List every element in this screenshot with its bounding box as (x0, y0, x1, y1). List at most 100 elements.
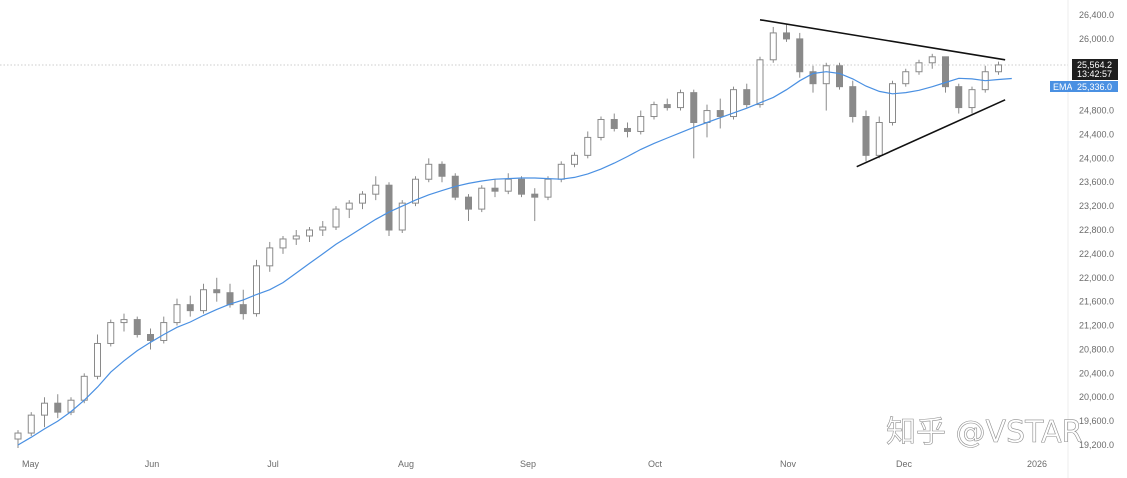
candle[interactable] (756, 56, 764, 108)
candle[interactable] (319, 221, 327, 236)
candles-group (14, 23, 1002, 448)
candle[interactable] (332, 206, 340, 230)
candle[interactable] (836, 62, 843, 90)
candle[interactable] (650, 101, 658, 120)
candle-body (425, 163, 433, 180)
candle[interactable] (412, 176, 419, 207)
candle[interactable] (610, 113, 618, 132)
candle[interactable] (915, 59, 923, 75)
candle[interactable] (809, 65, 817, 93)
candle[interactable] (637, 110, 645, 135)
candle-body (319, 226, 327, 231)
candle[interactable] (147, 328, 154, 350)
candle[interactable] (200, 283, 207, 314)
candle[interactable] (769, 26, 777, 63)
candle-body (94, 342, 101, 377)
candle[interactable] (173, 298, 181, 326)
trendline-lower[interactable] (856, 99, 1006, 168)
candle[interactable] (27, 412, 35, 437)
candle[interactable] (41, 397, 48, 428)
candle-body (756, 59, 764, 106)
candle-body (160, 322, 168, 341)
candle[interactable] (279, 235, 287, 254)
candle-body (703, 110, 711, 124)
candle-body (849, 86, 857, 118)
candle[interactable] (239, 289, 247, 320)
candle[interactable] (133, 316, 141, 338)
candle[interactable] (465, 194, 472, 222)
candle-body (266, 247, 274, 267)
candle-body (862, 116, 870, 156)
candle[interactable] (54, 394, 62, 419)
candle[interactable] (345, 200, 353, 219)
candle[interactable] (253, 259, 260, 317)
candle[interactable] (862, 110, 870, 162)
candle[interactable] (796, 32, 804, 78)
y-tick-label: 24,800.0 (1079, 106, 1114, 116)
candle-body (186, 304, 194, 312)
candle[interactable] (928, 53, 936, 69)
candle[interactable] (186, 295, 194, 317)
candle[interactable] (544, 176, 552, 201)
candle-body (504, 178, 512, 192)
candle-body (80, 375, 88, 401)
candle[interactable] (438, 161, 446, 183)
candle[interactable] (518, 176, 525, 198)
y-tick-label: 20,000.0 (1079, 392, 1114, 402)
candle[interactable] (849, 80, 857, 123)
candle[interactable] (677, 89, 684, 111)
candle[interactable] (531, 188, 539, 222)
x-tick-label: Sep (520, 459, 536, 469)
candle-body (836, 65, 843, 88)
candle-body (610, 119, 618, 129)
candle-body (531, 193, 539, 198)
candle[interactable] (571, 152, 578, 168)
candle[interactable] (491, 179, 499, 198)
candle[interactable] (889, 80, 896, 126)
candle[interactable] (783, 23, 790, 42)
candle[interactable] (942, 56, 949, 93)
candle[interactable] (94, 334, 101, 380)
candle[interactable] (730, 86, 737, 120)
ema-tag[interactable]: EMA 25,336.0 (1050, 81, 1118, 92)
candle[interactable] (107, 319, 115, 347)
candle[interactable] (902, 68, 910, 87)
candle[interactable] (822, 62, 830, 111)
candle[interactable] (968, 86, 976, 114)
candle[interactable] (359, 191, 366, 210)
candle[interactable] (690, 89, 698, 159)
ema-name-label: EMA (1053, 82, 1073, 92)
candle[interactable] (716, 98, 724, 129)
candle[interactable] (306, 227, 313, 242)
candle[interactable] (955, 83, 963, 114)
candle[interactable] (120, 313, 128, 332)
candle[interactable] (160, 316, 168, 344)
candle[interactable] (743, 83, 751, 108)
candle-body (743, 89, 751, 106)
candle[interactable] (597, 116, 605, 141)
candle-body (133, 319, 141, 336)
candle[interactable] (584, 131, 592, 159)
candle[interactable] (995, 61, 1002, 75)
candle[interactable] (372, 176, 380, 201)
candle[interactable] (624, 122, 631, 138)
candle-body (491, 187, 499, 192)
candle-body (173, 304, 181, 324)
candle[interactable] (266, 241, 274, 272)
candle[interactable] (875, 116, 883, 159)
candle[interactable] (478, 185, 486, 213)
candle[interactable] (425, 158, 433, 183)
last-price-tag[interactable]: 25,564.2 13:42:57 (1072, 59, 1118, 80)
candle[interactable] (663, 98, 671, 111)
candle-body (650, 104, 658, 118)
candle[interactable] (213, 277, 221, 302)
candle-body (359, 193, 366, 204)
candle[interactable] (504, 173, 512, 195)
y-tick-label: 22,400.0 (1079, 249, 1114, 259)
candle-body (253, 265, 260, 315)
candle[interactable] (385, 182, 393, 236)
candle-body (928, 56, 936, 64)
candle[interactable] (292, 230, 300, 245)
trendline-upper[interactable] (759, 18, 1006, 61)
